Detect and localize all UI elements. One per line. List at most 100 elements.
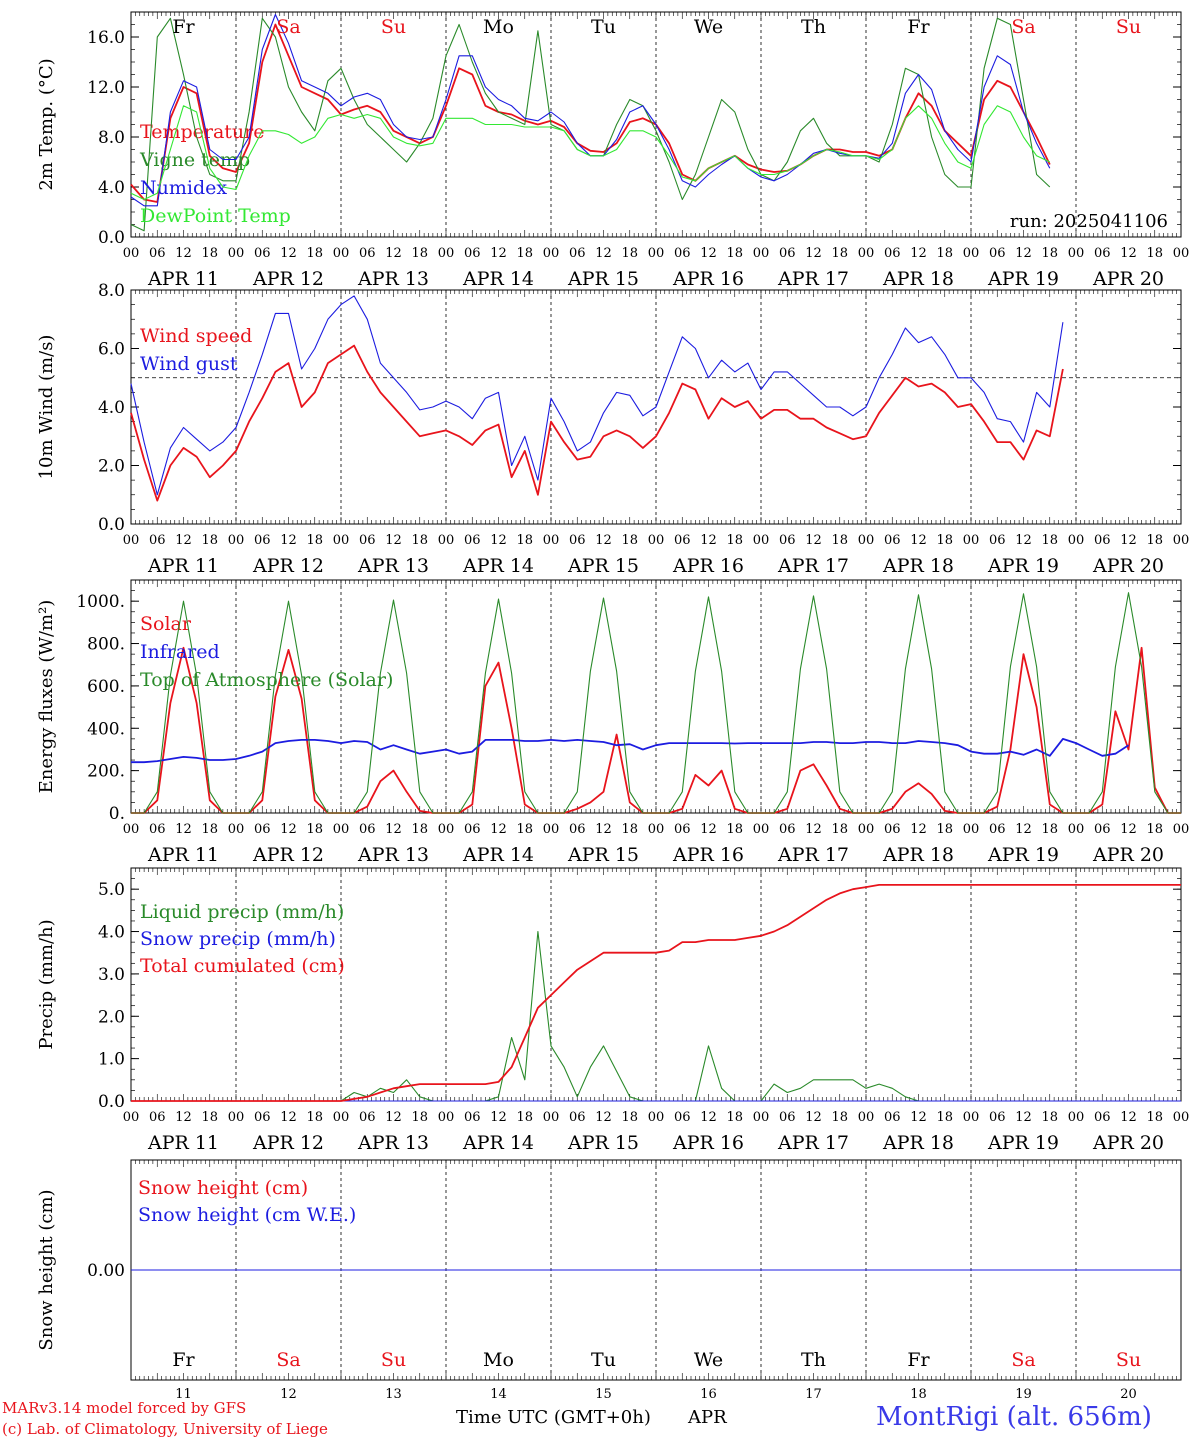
day-label: Sa [276, 1349, 300, 1371]
hour-tick-label: 06 [779, 533, 796, 548]
legend-entry: Numidex [140, 177, 227, 199]
date-label: APR 16 [672, 844, 744, 866]
series-line-wind-gust [130, 295, 1064, 496]
hour-tick-label: 12 [595, 246, 612, 261]
hour-tick-label: 12 [490, 246, 507, 261]
hour-tick-label: 18 [621, 822, 638, 837]
day-label: Mo [483, 16, 514, 38]
hour-tick-label: 18 [936, 533, 953, 548]
hour-tick-label: 18 [1146, 1110, 1163, 1125]
hour-tick-label: 06 [254, 246, 271, 261]
hour-tick-label: 00 [333, 1110, 350, 1125]
series-line-temperature [130, 23, 1051, 203]
hour-tick-label: 18 [201, 822, 218, 837]
date-label: APR 19 [987, 268, 1059, 290]
hour-tick-label: 12 [490, 533, 507, 548]
date-label: APR 11 [147, 1132, 219, 1154]
day-number-label: 12 [280, 1387, 297, 1402]
hour-tick-label: 12 [1120, 246, 1137, 261]
y-tick-label: 1.0 [98, 1050, 125, 1070]
hour-tick-label: 12 [910, 1110, 927, 1125]
hour-tick-label: 00 [543, 533, 560, 548]
hour-tick-label: 12 [385, 246, 402, 261]
hour-tick-label: 12 [700, 246, 717, 261]
hour-tick-label: 18 [831, 1110, 848, 1125]
y-tick-label: 5.0 [98, 880, 125, 900]
hour-tick-label: 06 [149, 1110, 166, 1125]
y-tick-label: 1000. [76, 592, 125, 612]
hour-tick-label: 18 [1146, 822, 1163, 837]
hour-tick-label: 00 [333, 533, 350, 548]
date-label: APR 17 [777, 1132, 849, 1154]
footer-xlabel: Time UTC (GMT+0h) [456, 1407, 651, 1428]
hour-tick-label: 12 [385, 822, 402, 837]
day-label: Su [1116, 16, 1141, 38]
hour-tick-label: 06 [779, 1110, 796, 1125]
hour-tick-label: 12 [910, 822, 927, 837]
y-tick-label: 8.0 [98, 128, 125, 148]
hour-tick-label: 12 [1015, 1110, 1032, 1125]
y-axis-label: Precip (mm/h) [36, 919, 57, 1049]
hour-tick-label: 06 [779, 246, 796, 261]
date-label: APR 20 [1092, 844, 1164, 866]
day-label: Su [381, 16, 406, 38]
y-tick-label: 600. [87, 677, 125, 697]
y-tick-label: 12.0 [87, 78, 125, 98]
day-label: Tu [591, 1349, 616, 1371]
hour-tick-label: 18 [1041, 822, 1058, 837]
y-tick-label: 800. [87, 635, 125, 655]
hour-tick-label: 12 [910, 246, 927, 261]
date-label: APR 15 [567, 268, 639, 290]
date-label: APR 18 [882, 1132, 954, 1154]
hour-tick-label: 00 [648, 1110, 665, 1125]
day-label: Fr [172, 1349, 195, 1371]
y-tick-label: 2.0 [98, 1007, 125, 1027]
hour-tick-label: 18 [726, 822, 743, 837]
date-label: APR 16 [672, 1132, 744, 1154]
hour-tick-label: 12 [280, 1110, 297, 1125]
footer-model-note: MARv3.14 model forced by GFS [2, 1399, 247, 1417]
hour-tick-label: 12 [805, 1110, 822, 1125]
hour-tick-label: 00 [1068, 533, 1085, 548]
day-label: Fr [907, 16, 930, 38]
hour-tick-label: 06 [149, 822, 166, 837]
y-tick-label: 0. [109, 804, 125, 824]
hour-tick-label: 12 [490, 822, 507, 837]
hour-tick-label: 00 [1068, 246, 1085, 261]
hour-tick-label: 18 [411, 822, 428, 837]
date-label: APR 11 [147, 844, 219, 866]
day-number-label: 15 [595, 1387, 612, 1402]
day-label: Su [1116, 1349, 1141, 1371]
y-tick-label: 16.0 [87, 28, 125, 48]
hour-tick-label: 12 [1015, 246, 1032, 261]
date-label: APR 13 [357, 1132, 429, 1154]
date-label: APR 18 [882, 268, 954, 290]
hour-tick-label: 06 [674, 822, 691, 837]
hour-tick-label: 06 [569, 1110, 586, 1125]
y-tick-label: 200. [87, 762, 125, 782]
hour-tick-label: 18 [1146, 246, 1163, 261]
hour-tick-label: 06 [674, 246, 691, 261]
hour-tick-label: 06 [464, 822, 481, 837]
hour-tick-label: 00 [438, 246, 455, 261]
day-number-label: 18 [910, 1387, 927, 1402]
hour-tick-label: 00 [123, 246, 140, 261]
hour-tick-label: 00 [858, 533, 875, 548]
hour-tick-label: 06 [149, 533, 166, 548]
hour-tick-label: 12 [805, 533, 822, 548]
day-number-label: 13 [385, 1387, 402, 1402]
date-label: APR 17 [777, 555, 849, 577]
hour-tick-label: 00 [123, 533, 140, 548]
date-label: APR 16 [672, 555, 744, 577]
date-label: APR 12 [252, 1132, 324, 1154]
hour-tick-label: 00 [858, 246, 875, 261]
hour-tick-label: 12 [595, 822, 612, 837]
hour-tick-label: 18 [306, 1110, 323, 1125]
legend-entry: DewPoint Temp [140, 205, 291, 227]
hour-tick-label: 12 [1015, 533, 1032, 548]
hour-tick-label: 18 [726, 246, 743, 261]
day-label: Th [801, 1349, 826, 1371]
legend-entry: Snow height (cm) [138, 1177, 308, 1199]
hour-tick-label: 06 [674, 533, 691, 548]
hour-tick-label: 00 [858, 822, 875, 837]
